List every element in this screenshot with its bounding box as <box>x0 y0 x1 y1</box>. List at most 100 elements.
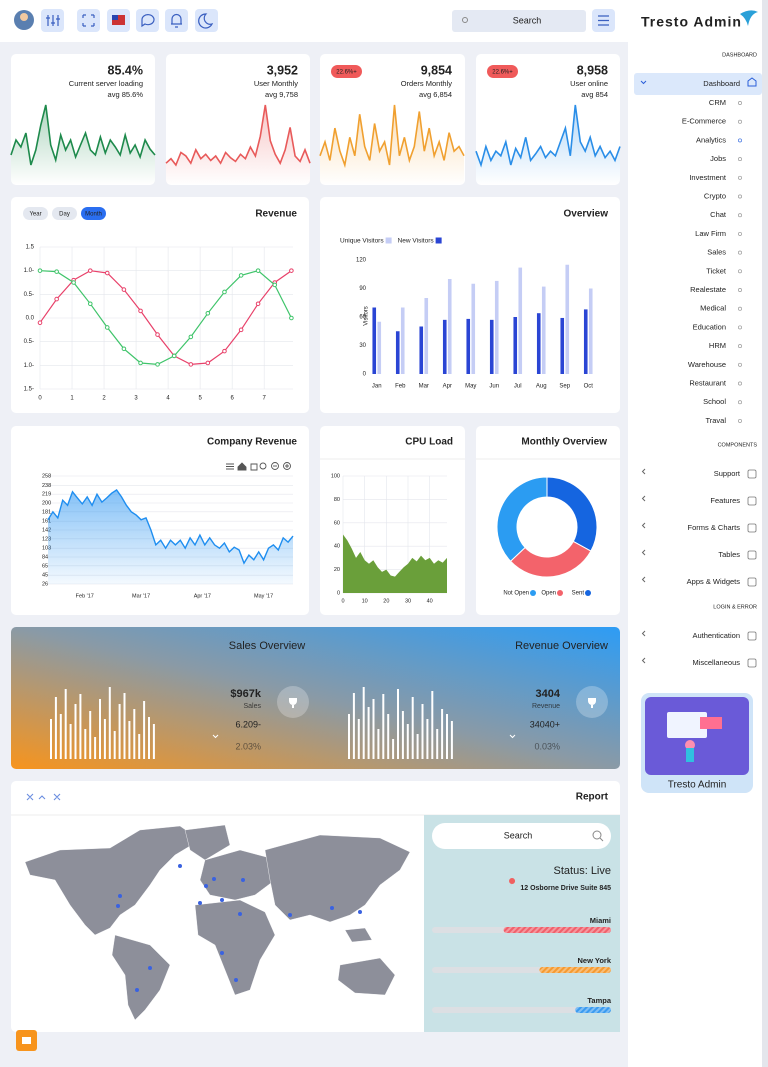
tab[interactable] <box>81 207 106 220</box>
y-tick-label: 120 <box>356 258 367 264</box>
notification-button[interactable] <box>165 9 188 32</box>
menu-item[interactable]: Analytics <box>696 135 726 144</box>
menu-item[interactable]: Forms & Charts <box>687 523 740 532</box>
menu-chevron <box>641 495 646 502</box>
menu-item[interactable]: Restaurant <box>689 378 727 387</box>
x-tick-label: Mar <box>419 384 429 390</box>
y-tick-label: 0.5- <box>24 339 34 345</box>
x-tick-label: 0 <box>341 598 344 604</box>
report-search-placeholder: Search <box>504 830 533 840</box>
toolbar-pan[interactable] <box>250 463 258 471</box>
menu-item[interactable]: Warehouse <box>688 360 726 369</box>
menu-item[interactable]: Jobs <box>710 154 726 163</box>
search-box[interactable] <box>452 10 586 32</box>
data-point <box>121 346 127 352</box>
menu-item[interactable]: Miscellaneous <box>692 658 740 667</box>
fullscreen-button[interactable] <box>77 9 100 32</box>
legend-label: Open <box>541 591 556 597</box>
menu-item[interactable]: Medical <box>700 304 726 313</box>
toolbar-zoom-out[interactable] <box>271 462 279 470</box>
banner-bar <box>441 709 444 759</box>
tab-label[interactable]: Day <box>59 212 70 218</box>
toolbar-home[interactable] <box>237 462 247 471</box>
bar <box>424 298 429 374</box>
city-name: Miami <box>590 916 611 925</box>
menu-item[interactable]: Chat <box>710 210 727 219</box>
banner-bar <box>94 737 97 759</box>
x-tick-label: 3 <box>134 396 138 402</box>
menu-item[interactable]: Traval <box>705 416 726 425</box>
pin-icon <box>509 878 516 888</box>
city-name: New York <box>578 956 612 965</box>
toolbar-menu[interactable] <box>226 463 234 470</box>
menu-item[interactable]: Law Firm <box>695 229 726 238</box>
banner-bar <box>397 689 399 759</box>
menu-item[interactable]: Realestate <box>690 285 726 294</box>
menu-item[interactable]: Dashboard <box>703 79 740 88</box>
chat-button[interactable] <box>136 9 159 32</box>
y-axis-label: Visitors <box>364 306 370 326</box>
tab-label[interactable]: Month <box>85 212 102 218</box>
report-address: 12 Osborne Drive Suite 845 <box>520 885 611 892</box>
chart-toolbar <box>226 462 291 471</box>
menu-icon <box>747 523 757 533</box>
tab[interactable] <box>23 207 48 220</box>
menu-item[interactable]: School <box>703 397 726 406</box>
menu-item[interactable]: E-Commerce <box>682 117 726 126</box>
report-search[interactable] <box>432 823 611 849</box>
y-tick-label: 60 <box>359 315 366 321</box>
progress-stripes <box>503 927 611 933</box>
report-controls[interactable] <box>26 793 61 801</box>
menu-item[interactable]: Education <box>693 322 726 331</box>
banner-title: Sales Overview <box>229 640 305 652</box>
y-tick-label: 30 <box>359 343 366 349</box>
banner-bar <box>387 714 390 759</box>
banner-bar <box>123 693 126 759</box>
banner-bar <box>143 701 146 759</box>
y-tick-label: 90 <box>359 286 366 292</box>
menu-item[interactable]: Tables <box>718 550 740 559</box>
menu-item[interactable]: HRM <box>709 341 726 350</box>
menu-item[interactable]: Apps & Widgets <box>687 577 741 586</box>
data-point <box>255 301 261 307</box>
menu-item[interactable]: Ticket <box>706 266 727 275</box>
menu-item[interactable]: Crypto <box>704 191 726 200</box>
menu-bullet <box>738 157 742 162</box>
menu-item[interactable]: Authentication <box>692 631 740 640</box>
tab-label[interactable]: Year <box>29 212 41 218</box>
menu-item[interactable]: Sales <box>707 248 726 257</box>
toolbar-zoom-in[interactable] <box>283 462 291 470</box>
banner-bar <box>431 691 434 759</box>
x-tick-label: Mar '17 <box>132 593 150 599</box>
banner-bar <box>421 704 424 759</box>
x-tick-label: 10 <box>362 598 368 604</box>
card-title: Revenue <box>255 209 297 220</box>
menu-item[interactable]: Investment <box>689 173 727 182</box>
data-point <box>155 332 160 337</box>
toolbar-zoom[interactable] <box>259 462 267 470</box>
floating-button-icon <box>22 1037 31 1044</box>
promo-screen <box>667 712 707 738</box>
y-tick-label: 238 <box>42 483 51 489</box>
menu-item[interactable]: Support <box>714 469 741 478</box>
line-series <box>39 270 292 366</box>
stat-value: 85.4% <box>108 63 143 77</box>
sparkline-area <box>11 105 155 185</box>
data-point <box>155 362 160 367</box>
bar <box>372 307 377 374</box>
stat-label: Orders Monthly <box>401 79 453 88</box>
tab[interactable] <box>52 207 77 220</box>
menu-item[interactable]: Features <box>710 496 740 505</box>
toolbar-icons <box>46 13 214 29</box>
banner-bar <box>450 721 453 759</box>
y-tick-label: 60 <box>334 520 340 526</box>
y-tick-label: 0 <box>337 590 340 596</box>
legend-swatch <box>585 590 591 596</box>
bar <box>518 267 523 374</box>
stat-label: User Monthly <box>254 79 298 88</box>
menu-item[interactable]: CRM <box>709 98 726 107</box>
x-tick-label: 4 <box>166 396 170 402</box>
promo-figure-body <box>686 748 694 762</box>
data-point <box>87 301 93 307</box>
sidebar-section-title: COMPONENTS <box>718 442 758 448</box>
